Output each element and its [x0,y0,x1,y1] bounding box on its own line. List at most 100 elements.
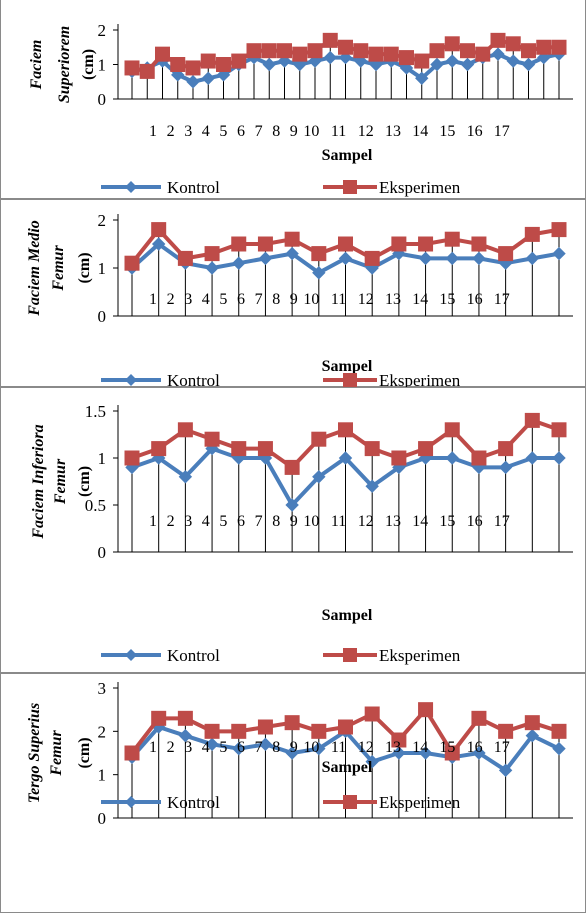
data-point-control [445,251,459,266]
data-point-experiment [338,39,353,55]
x-tick-label: 17 [494,291,510,308]
data-point-experiment [177,710,193,726]
x-tick-label: 3 [184,291,192,308]
data-point-experiment [170,57,186,72]
x-axis-title: Sampel [322,607,373,624]
x-tick-label: 7 [255,291,263,308]
data-point-experiment [521,43,536,59]
data-point-control [498,460,513,475]
x-tick-label: 5 [219,123,227,140]
data-point-experiment [551,222,567,238]
y-axis-title-line: Femur [50,245,67,292]
data-point-experiment [505,36,521,52]
data-point-experiment [368,46,384,62]
x-tick-label: 6 [237,739,245,756]
data-point-experiment [216,57,231,72]
x-tick-label: 13 [385,123,401,140]
x-tick-label: 5 [219,291,227,308]
data-point-experiment [231,53,247,69]
data-point-control [552,451,566,465]
x-tick-label: 2 [167,739,175,756]
x-tick-label: 9 [290,123,298,140]
legend-marker-control [125,181,137,193]
data-point-control [460,57,475,72]
x-tick-label: 14 [412,123,428,140]
x-tick-label: 13 [385,513,401,530]
x-tick-label: 4 [202,739,210,756]
legend-label-experiment: Eksperimen [379,793,461,812]
x-tick-label: 12 [358,123,374,140]
data-point-control [365,479,379,493]
x-tick-label: 13 [385,739,401,756]
data-point-experiment [277,43,292,59]
x-tick-label: 10 [303,123,319,140]
data-point-experiment [444,745,460,761]
data-point-control [178,470,193,484]
x-tick-label: 4 [202,513,210,530]
data-point-control [285,746,299,760]
data-point-experiment [177,250,193,266]
data-point-experiment [471,450,487,466]
data-point-control [338,451,353,465]
data-point-control [201,71,215,86]
data-point-experiment [200,53,216,69]
x-tick-label: 11 [331,291,346,308]
data-point-control [506,54,520,68]
data-point-control [312,266,326,280]
line-chart-3: 00.511.51 2 3 4 5 6 7 8 9 10 11 12 13 14 15 16 17SampelF… [30,402,573,665]
y-axis-title-line: Femur [48,730,65,777]
data-point-experiment [257,441,273,457]
y-axis-title-line: Femur [52,458,69,505]
data-point-control [323,50,337,65]
data-point-experiment [204,246,220,262]
y-tick-label: 0 [98,809,107,828]
y-tick-label: 1 [98,449,107,468]
x-tick-label: 4 [202,291,210,308]
legend-label-experiment: Eksperimen [379,178,461,197]
data-point-experiment [498,246,514,262]
x-tick-label: 5 [219,513,227,530]
x-tick-label: 1 [149,513,157,530]
data-point-experiment [307,43,323,59]
data-point-experiment [257,719,273,735]
chart-panel-1: 0 1 2 1 2 3 4 5 6 7 8 9 10 11 12 13 14 15 16 17 Sampel Faciem… [0,0,586,199]
data-point-experiment [460,43,475,59]
data-point-experiment [471,710,487,726]
legend-marker-control [125,649,137,661]
data-point-experiment [246,43,262,59]
legend-label-experiment: Eksperimen [379,646,461,665]
data-point-experiment [292,46,308,62]
x-tick-label: 14 [412,739,428,756]
data-point-control [445,54,459,68]
data-point-experiment [536,39,552,55]
data-point-experiment [231,441,247,457]
x-tick-label: 5 [219,739,227,756]
data-point-experiment [124,745,140,761]
chart-panel-3: 0 0.5 1 1.5 1 2 3 4 5 6 7 8 9 10 11 12 13 14 15 16 17 Sampel F… [0,387,586,673]
data-point-control [312,741,326,756]
y-tick-label: 1 [98,766,107,785]
x-tick-label: 14 [412,513,428,530]
data-point-experiment [151,222,167,238]
x-tick-label: 2 [167,291,175,308]
x-tick-label: 10 [303,291,319,308]
data-point-experiment [185,60,201,76]
data-point-experiment [490,32,506,48]
data-point-control [186,75,200,89]
data-point-experiment [444,422,460,438]
data-point-experiment [524,226,540,242]
legend-label-control: Kontrol [167,371,220,388]
y-axis-title-line: Tergo Superius [26,703,43,803]
x-tick-label: 17 [494,123,510,140]
data-point-control [498,763,513,778]
y-tick-label: 2 [98,211,107,230]
x-tick-label: 17 [494,739,510,756]
x-tick-label: 11 [331,739,346,756]
x-tick-label: 10 [303,513,319,530]
legend-marker-experiment [343,180,357,194]
y-axis-title-line: Faciem [28,40,45,91]
data-point-experiment [444,36,460,52]
